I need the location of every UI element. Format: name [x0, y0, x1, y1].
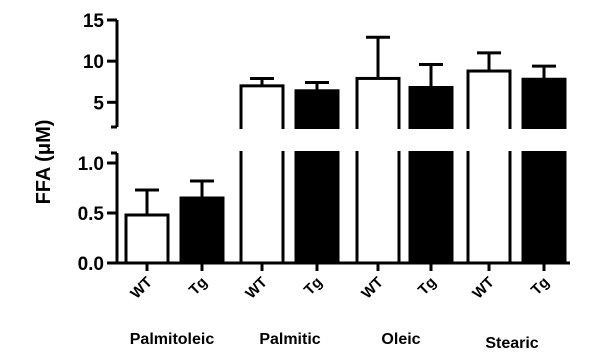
x-tick-label: WT [469, 274, 498, 303]
labels: WT Tg WT Tg WT Tg WT Tg Palmitoleic Palmitic Oleic… [127, 274, 553, 352]
y-lower-tick-label: 0.5 [78, 204, 105, 225]
bar-stearic-tg [521, 77, 567, 265]
x-tick-label: WT [127, 274, 156, 303]
bar-palmitoleic-wt [124, 213, 170, 265]
x-tick-label: Tg [528, 274, 553, 299]
y-upper-tick-label: 10 [83, 52, 104, 73]
y-upper-tick-label: 5 [93, 93, 104, 114]
bar-palmitic-wt [239, 84, 285, 265]
x-tick-label: Tg [301, 274, 326, 299]
bar-stearic-wt [466, 69, 512, 265]
group-label-stearic: Stearic [485, 335, 538, 352]
y-upper-tick-label: 15 [83, 11, 105, 32]
y-lower-tick-label: 1.0 [78, 154, 104, 175]
group-label-oleic: Oleic [381, 331, 420, 348]
bar-oleic-tg [408, 85, 454, 265]
x-tick-label: Tg [186, 274, 211, 299]
x-tick-label: Tg [415, 274, 440, 299]
axis-break-gap [120, 129, 580, 151]
group-label-palmitic: Palmitic [259, 331, 320, 348]
y-lower-tick-label: 0.0 [78, 254, 104, 275]
bar-palmitoleic-tg [179, 196, 225, 265]
bars [120, 35, 580, 265]
x-tick-label: WT [242, 274, 271, 303]
bar-oleic-wt [355, 76, 401, 265]
bar-palmitic-tg [294, 89, 340, 265]
x-tick-label: WT [358, 274, 387, 303]
group-label-palmitoleic: Palmitoleic [130, 331, 215, 348]
y-axis-title: FFA (μM) [33, 120, 55, 205]
